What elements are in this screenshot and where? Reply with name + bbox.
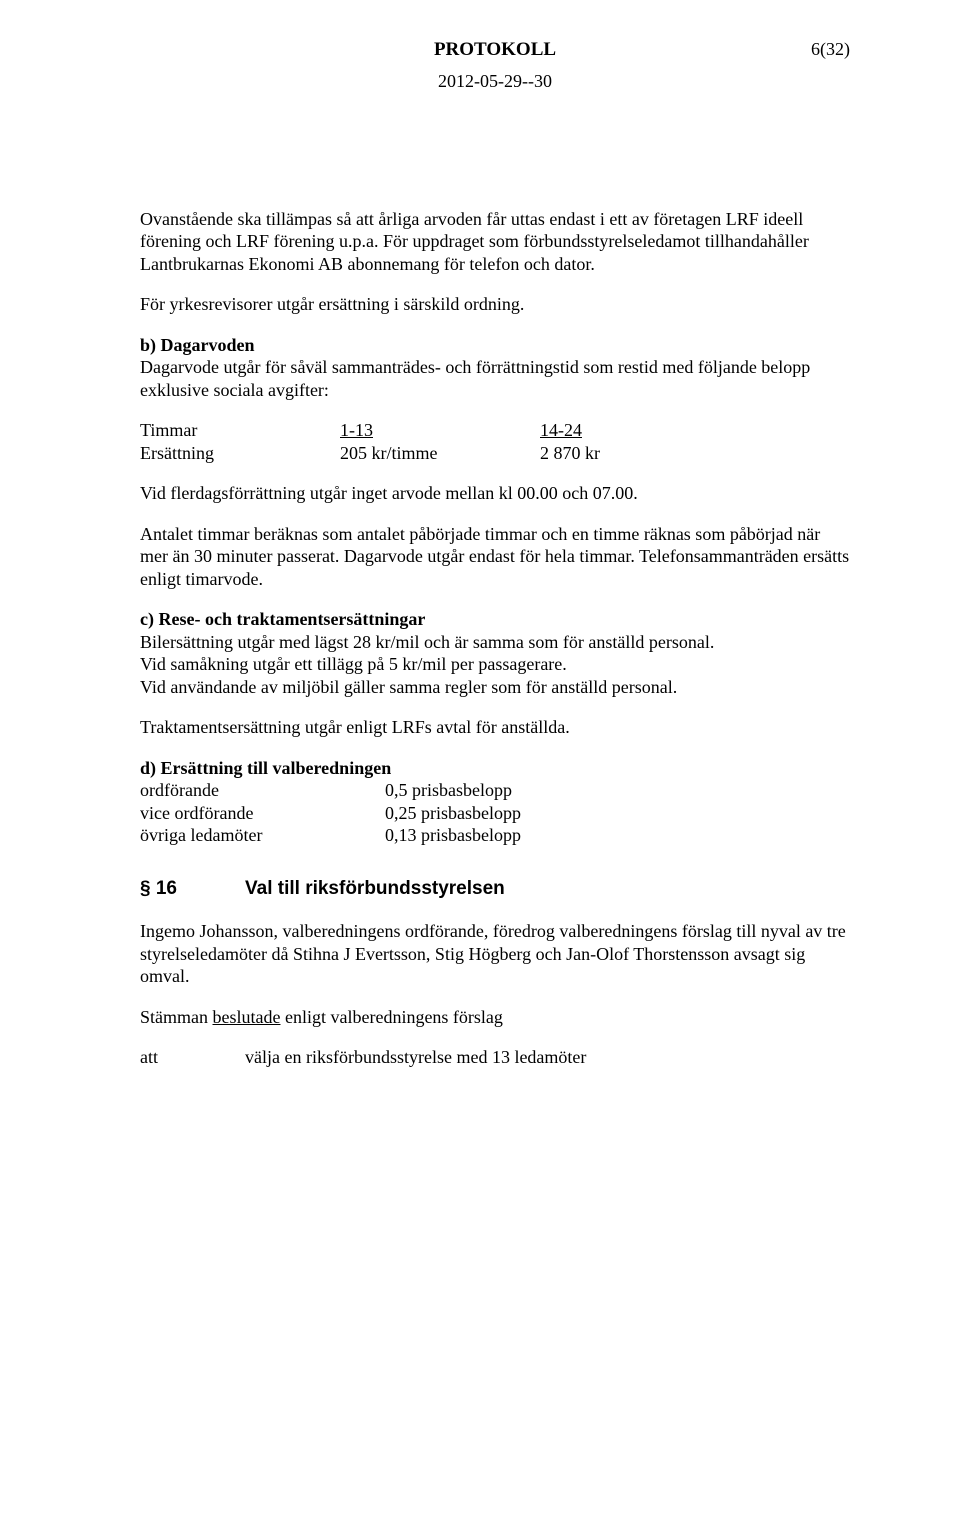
paragraph-antal-timmar: Antalet timmar beräknas som antalet påbö… bbox=[140, 523, 850, 591]
cell-ersattning-label: Ersättning bbox=[140, 442, 340, 465]
table-row: Timmar 1-13 14-24 bbox=[140, 419, 850, 442]
table-row: vice ordförande 0,25 prisbasbelopp bbox=[140, 802, 521, 825]
role-vice: vice ordförande bbox=[140, 802, 385, 825]
cell-rate-2: 2 870 kr bbox=[540, 442, 850, 465]
section-c-line4: Traktamentsersättning utgår enligt LRFs … bbox=[140, 716, 850, 739]
att-label: att bbox=[140, 1046, 245, 1069]
header-row: PROTOKOLL 6(32) bbox=[140, 38, 850, 68]
section-16-p1: Ingemo Johansson, valberedningens ordför… bbox=[140, 920, 850, 988]
role-ovriga: övriga ledamöter bbox=[140, 824, 385, 847]
text: enligt valberedningens förslag bbox=[280, 1007, 502, 1027]
document-body: Ovanstående ska tillämpas så att årliga … bbox=[140, 208, 850, 1069]
cell-timmar-label: Timmar bbox=[140, 419, 340, 442]
dagarvoden-table: Timmar 1-13 14-24 Ersättning 205 kr/timm… bbox=[140, 419, 850, 464]
section-b-heading: b) Dagarvoden bbox=[140, 335, 255, 355]
paragraph-yrkesrevisorer: För yrkesrevisorer utgår ersättning i sä… bbox=[140, 293, 850, 316]
cell-range-1: 1-13 bbox=[340, 419, 540, 442]
belopp-vice: 0,25 prisbasbelopp bbox=[385, 802, 521, 825]
paragraph-intro: Ovanstående ska tillämpas så att årliga … bbox=[140, 208, 850, 276]
section-16-heading: § 16Val till riksförbundsstyrelsen bbox=[140, 877, 850, 901]
section-number: § 16 bbox=[140, 877, 245, 901]
valberedning-table: ordförande 0,5 prisbasbelopp vice ordför… bbox=[140, 779, 521, 847]
section-c: c) Rese- och traktamentsersättningar Bil… bbox=[140, 608, 850, 698]
section-16-p2: Stämman beslutade enligt valberedningens… bbox=[140, 1006, 850, 1029]
section-c-line3: Vid användande av miljöbil gäller samma … bbox=[140, 677, 677, 697]
table-row: Ersättning 205 kr/timme 2 870 kr bbox=[140, 442, 850, 465]
cell-range-2: 14-24 bbox=[540, 419, 850, 442]
table-row: ordförande 0,5 prisbasbelopp bbox=[140, 779, 521, 802]
table-row: övriga ledamöter 0,13 prisbasbelopp bbox=[140, 824, 521, 847]
section-c-heading: c) Rese- och traktamentsersättningar bbox=[140, 609, 425, 629]
section-d-heading: d) Ersättning till valberedningen bbox=[140, 757, 850, 780]
att-row: att välja en riksförbundsstyrelse med 13… bbox=[140, 1046, 586, 1069]
section-b-text: Dagarvode utgår för såväl sammanträdes- … bbox=[140, 357, 810, 400]
cell-rate-1: 205 kr/timme bbox=[340, 442, 540, 465]
doc-date: 2012-05-29--30 bbox=[140, 70, 850, 93]
section-b: b) Dagarvoden Dagarvode utgår för såväl … bbox=[140, 334, 850, 402]
page-number: 6(32) bbox=[811, 38, 850, 61]
text: Stämman bbox=[140, 1007, 213, 1027]
document-page: PROTOKOLL 6(32) 2012-05-29--30 Ovanståen… bbox=[0, 0, 960, 1521]
att-text: välja en riksförbundsstyrelse med 13 led… bbox=[245, 1046, 586, 1069]
beslutade: beslutade bbox=[213, 1007, 281, 1027]
belopp-ovriga: 0,13 prisbasbelopp bbox=[385, 824, 521, 847]
doc-title: PROTOKOLL bbox=[434, 38, 556, 62]
section-c-line1: Bilersättning utgår med lägst 28 kr/mil … bbox=[140, 632, 714, 652]
section-c-line2: Vid samåkning utgår ett tillägg på 5 kr/… bbox=[140, 654, 567, 674]
belopp-ordforande: 0,5 prisbasbelopp bbox=[385, 779, 521, 802]
role-ordforande: ordförande bbox=[140, 779, 385, 802]
section-title: Val till riksförbundsstyrelsen bbox=[245, 878, 505, 899]
paragraph-flerdags: Vid flerdagsförrättning utgår inget arvo… bbox=[140, 482, 850, 505]
